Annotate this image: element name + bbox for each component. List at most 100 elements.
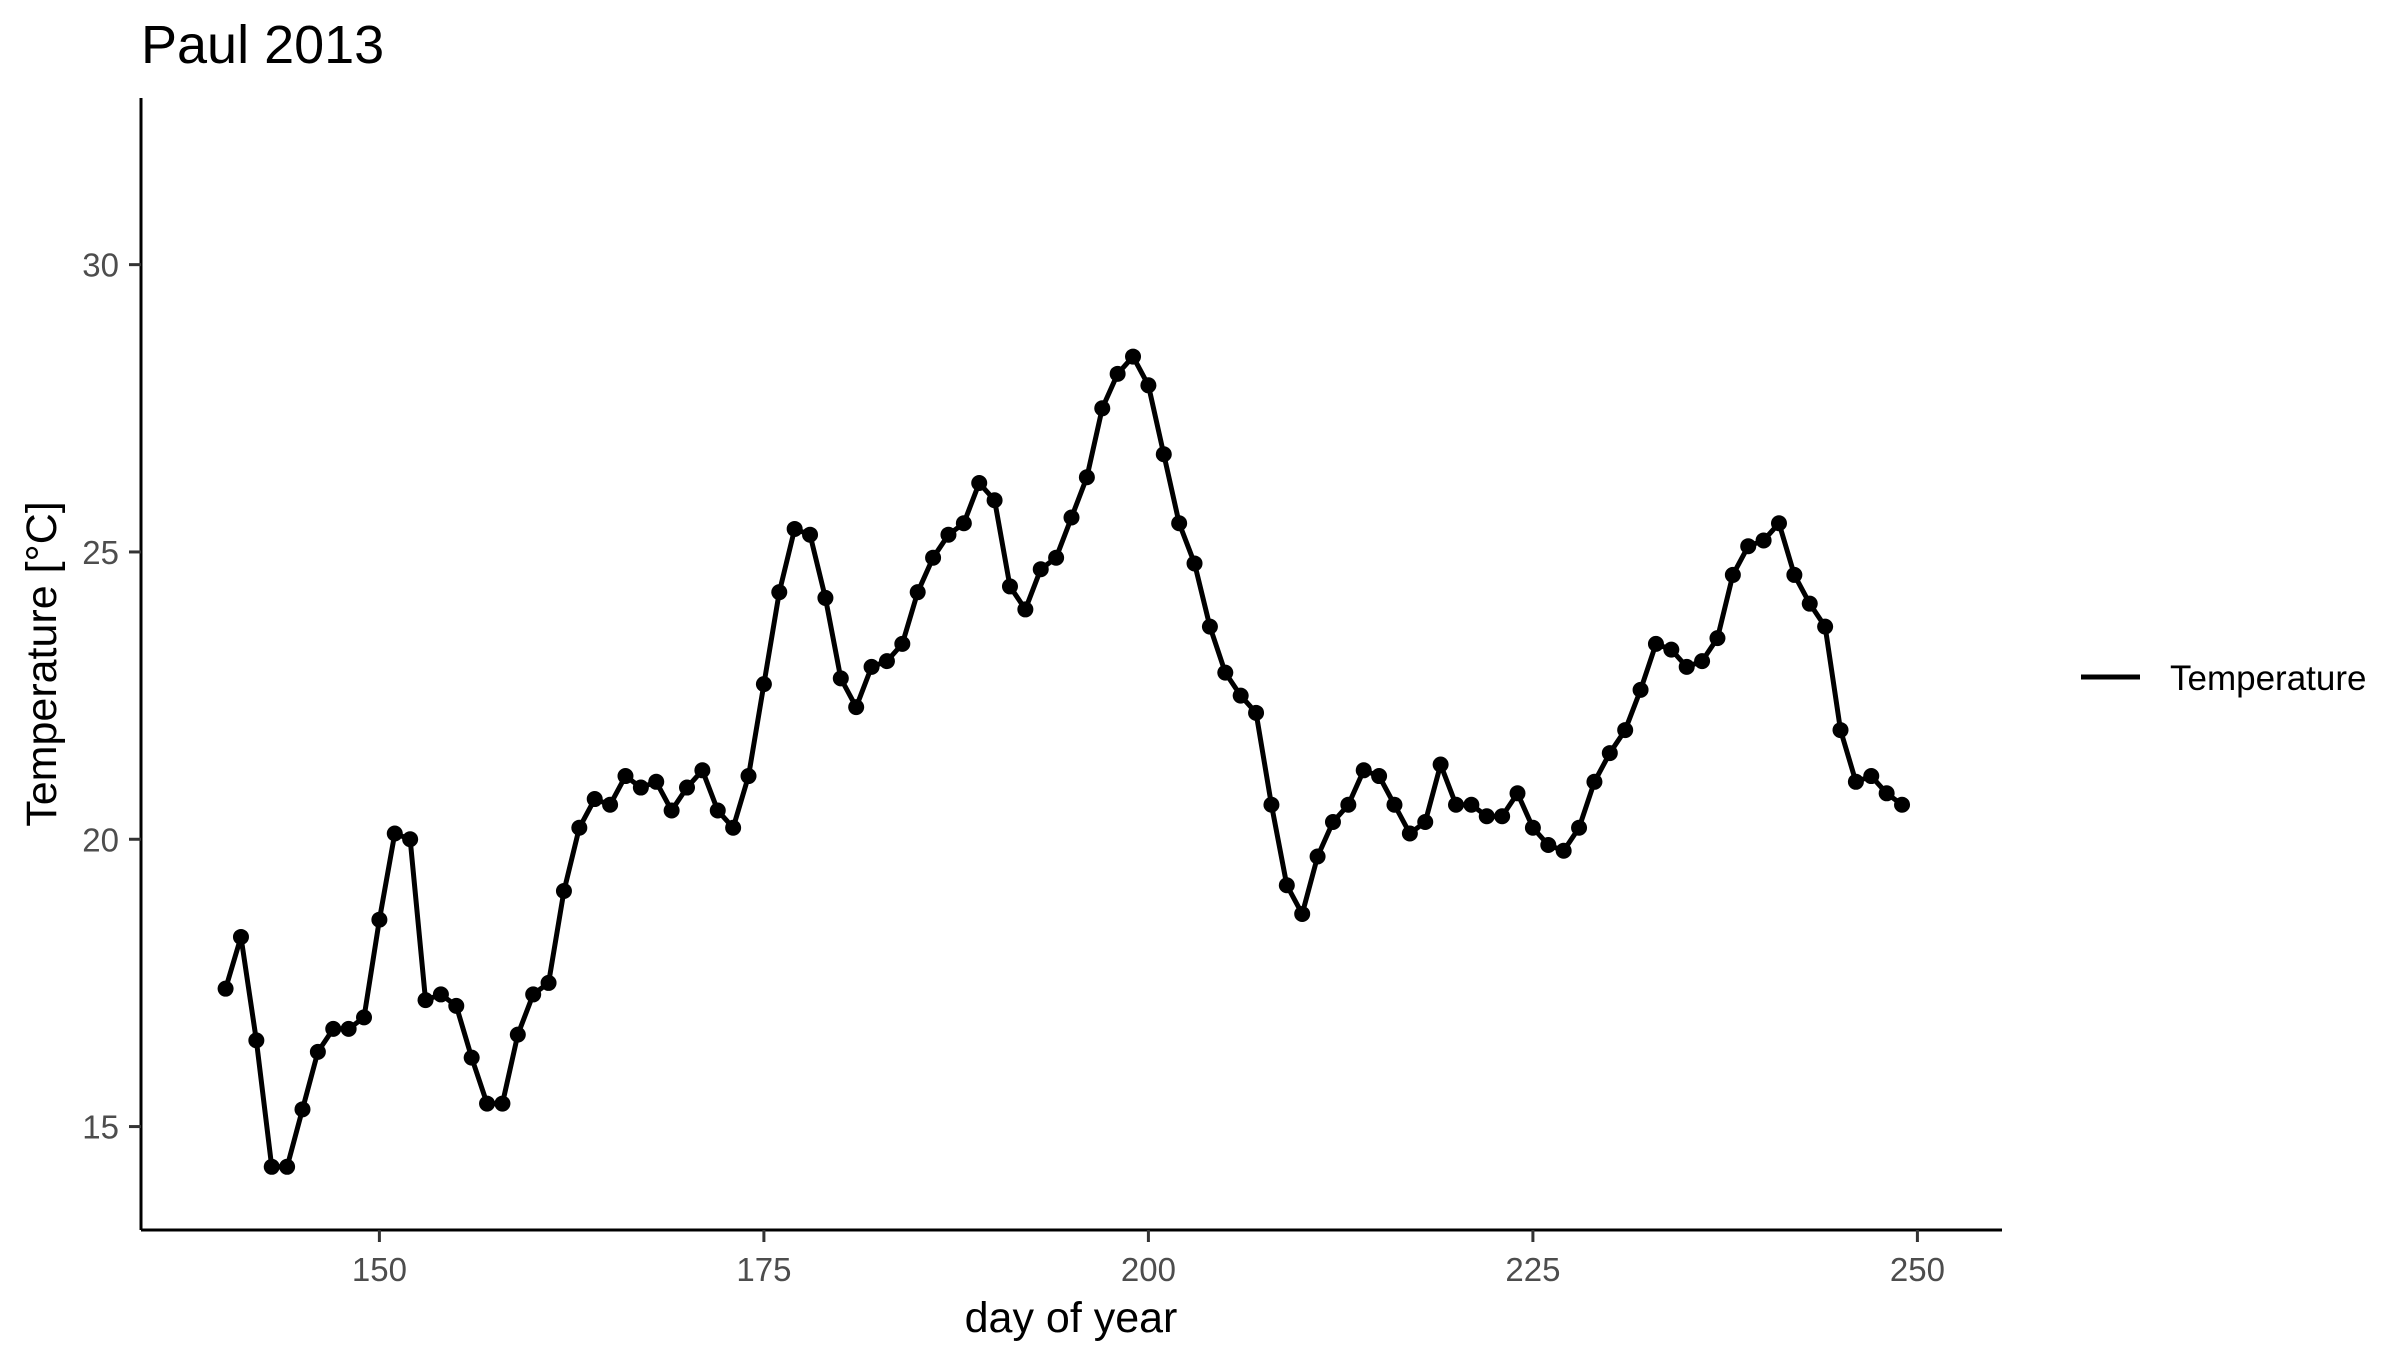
x-tick-label-250: 250	[1890, 1251, 1945, 1288]
data-point-day-183	[878, 653, 895, 670]
x-axis-title: day of year	[965, 1294, 1178, 1342]
legend-label-temperature: Temperature	[2170, 659, 2366, 698]
data-point-day-180	[832, 670, 849, 687]
data-point-day-169	[663, 802, 680, 819]
data-point-day-160	[525, 986, 542, 1003]
data-point-day-211	[1309, 848, 1326, 865]
data-point-day-242	[1786, 566, 1803, 583]
data-point-day-161	[540, 974, 557, 991]
data-point-day-205	[1217, 664, 1234, 681]
data-point-day-190	[986, 492, 1003, 509]
data-point-day-149	[356, 1009, 373, 1026]
x-axis-ticks: 150 175 200 225 250	[352, 1230, 1945, 1288]
data-point-day-239	[1740, 538, 1757, 555]
x-tick-label-200: 200	[1121, 1251, 1176, 1288]
data-point-day-147	[325, 1020, 342, 1037]
data-point-day-151	[386, 825, 403, 842]
data-point-day-203	[1186, 555, 1203, 572]
y-axis-ticks: 15 20 25 30	[82, 247, 141, 1146]
data-point-day-246	[1847, 773, 1864, 790]
data-point-day-182	[863, 658, 880, 675]
data-point-day-146	[309, 1043, 326, 1060]
data-point-day-219	[1432, 756, 1449, 773]
data-point-day-234	[1663, 641, 1680, 658]
data-point-day-208	[1263, 796, 1280, 813]
data-point-day-207	[1248, 704, 1265, 721]
data-point-day-232	[1632, 681, 1649, 698]
data-point-day-198	[1109, 365, 1126, 382]
data-point-day-212	[1324, 814, 1341, 831]
data-point-day-163	[571, 819, 588, 836]
data-point-day-187	[940, 526, 957, 543]
data-point-day-229	[1586, 773, 1603, 790]
data-point-day-186	[925, 549, 942, 566]
data-point-day-195	[1063, 509, 1080, 526]
data-point-day-181	[848, 699, 865, 716]
data-point-day-144	[279, 1158, 296, 1175]
series-line-temperature	[223, 354, 1905, 1170]
data-point-day-175	[755, 676, 772, 693]
data-point-day-165	[602, 796, 619, 813]
data-point-day-172	[709, 802, 726, 819]
data-point-day-185	[909, 584, 926, 601]
data-point-day-225	[1524, 819, 1541, 836]
data-point-day-148	[340, 1020, 357, 1037]
data-point-day-248	[1878, 785, 1895, 802]
data-point-day-224	[1509, 785, 1526, 802]
data-point-day-143	[263, 1158, 280, 1175]
data-point-day-179	[817, 589, 834, 606]
data-point-day-240	[1755, 532, 1772, 549]
y-axis-title: Temperature [°C]	[18, 501, 66, 826]
y-tick-label-30: 30	[82, 247, 119, 284]
plot-area: 150 175 200 225 250 15 20 25 30	[82, 98, 2002, 1288]
data-point-day-140	[217, 980, 234, 997]
data-point-day-177	[786, 520, 803, 537]
y-tick-label-20: 20	[82, 821, 119, 858]
data-point-day-200	[1140, 377, 1157, 394]
data-point-day-228	[1571, 819, 1588, 836]
x-tick-label-150: 150	[352, 1251, 407, 1288]
data-point-day-238	[1724, 566, 1741, 583]
data-point-day-154	[432, 986, 449, 1003]
data-point-day-173	[725, 819, 742, 836]
data-point-day-155	[448, 997, 465, 1014]
data-point-day-199	[1125, 348, 1142, 365]
y-tick-label-15: 15	[82, 1109, 119, 1146]
data-point-day-188	[955, 515, 972, 532]
data-point-day-218	[1417, 814, 1434, 831]
data-point-day-236	[1694, 653, 1711, 670]
data-point-day-158	[494, 1095, 511, 1112]
data-point-day-244	[1817, 618, 1834, 635]
data-point-day-222	[1478, 808, 1495, 825]
data-point-day-227	[1555, 842, 1572, 859]
data-point-day-194	[1048, 549, 1065, 566]
data-point-day-217	[1401, 825, 1418, 842]
data-point-day-156	[463, 1049, 480, 1066]
x-tick-label-225: 225	[1505, 1251, 1560, 1288]
data-point-day-197	[1094, 400, 1111, 417]
data-point-day-220	[1448, 796, 1464, 813]
data-point-day-193	[1032, 561, 1049, 578]
data-point-day-206	[1232, 687, 1249, 704]
data-point-day-164	[586, 791, 603, 808]
data-point-day-204	[1201, 618, 1218, 635]
data-point-day-162	[555, 882, 572, 899]
data-point-day-166	[617, 768, 634, 785]
data-point-day-231	[1617, 722, 1634, 739]
series-points-temperature	[217, 348, 1911, 1175]
data-point-day-176	[771, 584, 788, 601]
data-point-day-141	[232, 928, 249, 945]
data-point-day-214	[1355, 762, 1372, 779]
data-point-day-201	[1155, 446, 1172, 463]
data-point-day-230	[1601, 745, 1618, 762]
y-tick-label-25: 25	[82, 534, 119, 571]
data-point-day-192	[1017, 601, 1034, 618]
data-point-day-174	[740, 768, 757, 785]
data-point-day-237	[1709, 630, 1726, 647]
data-point-day-233	[1647, 635, 1664, 652]
data-point-day-210	[1294, 905, 1311, 922]
data-point-day-178	[802, 526, 819, 543]
data-point-day-245	[1832, 722, 1849, 739]
data-point-day-167	[632, 779, 649, 796]
